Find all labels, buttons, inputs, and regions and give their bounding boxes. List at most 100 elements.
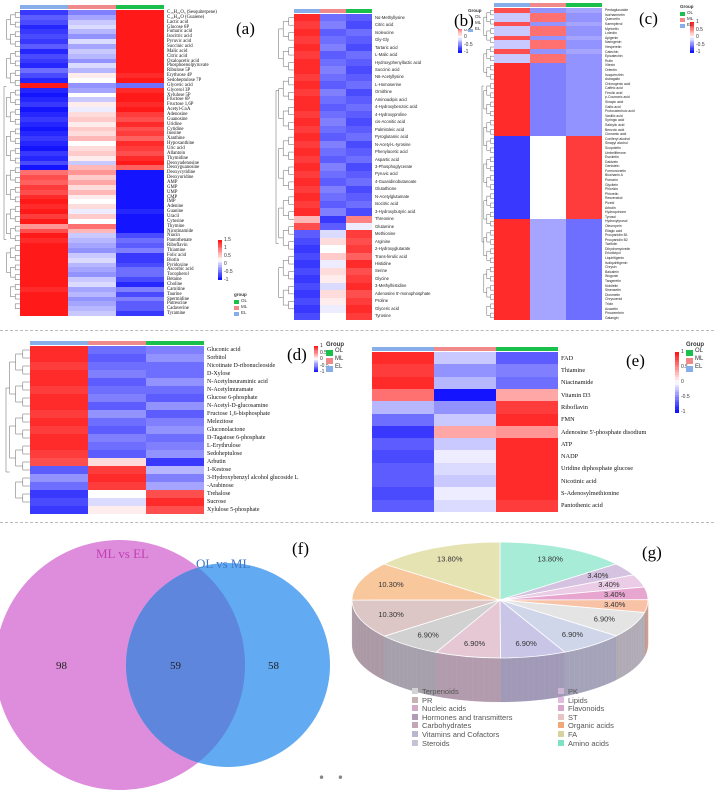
colorbar-segment <box>690 35 694 38</box>
colorbar-tick-label: 1 <box>224 245 227 251</box>
heatmap-cell <box>346 43 373 52</box>
heatmap-cell <box>30 394 89 403</box>
heatmap-cell <box>30 386 89 395</box>
heatmap-cell <box>320 118 347 127</box>
row-label: Tyramine <box>167 311 186 317</box>
heatmap-cell <box>20 262 69 268</box>
heatmap-cell <box>372 499 435 513</box>
heatmap-cell <box>372 401 435 414</box>
colorbar-segment <box>314 369 318 372</box>
heatmap-cell <box>320 200 347 209</box>
row-label: Isorhamnetin <box>605 12 625 17</box>
row-label: Procyanidin B2 <box>605 237 628 242</box>
heatmap-cell <box>566 131 603 137</box>
heatmap-cell <box>494 104 531 110</box>
colorbar-segment <box>690 29 694 32</box>
panel-label-g: (g) <box>642 543 662 562</box>
heatmap-cell <box>494 209 531 215</box>
heatmap-cell <box>68 296 117 302</box>
heatmap-cell <box>20 228 69 234</box>
pie-panel-g: 13.80% 3.40% 3.40% 3.40% 3.40% 6.90% 6.90% 6.90… <box>340 530 714 770</box>
heatmap-cell <box>68 19 117 25</box>
heatmap-cell <box>566 17 603 23</box>
heatmap-cell <box>320 208 347 216</box>
group-bar <box>372 347 434 351</box>
heatmap-cell <box>88 346 147 355</box>
venn-label-ml-vs-el: ML vs EL <box>96 546 149 561</box>
heatmap-cell <box>116 223 165 229</box>
heatmap-cell <box>30 370 89 379</box>
row-label: Oleuropein <box>605 223 622 228</box>
heatmap-cell <box>494 8 531 13</box>
row-label: Vanillic acid <box>605 113 623 118</box>
colorbar-segment <box>218 275 222 278</box>
heatmap-cell <box>30 482 89 491</box>
heatmap-cell <box>88 474 147 483</box>
colorbar-tick-label: -1 <box>464 49 469 55</box>
heatmap-cell <box>346 305 373 313</box>
heatmap-cell <box>494 228 531 234</box>
heatmap-cell <box>494 131 531 137</box>
heatmap-cell <box>566 274 603 279</box>
row-label: Xylulose 5P <box>167 92 191 98</box>
legend-group-label: ML <box>335 356 344 362</box>
row-label: Carnitine <box>167 286 185 292</box>
heatmap-cell <box>294 305 321 313</box>
legend-group-swatch <box>234 312 239 316</box>
row-label: Ferulic acid <box>605 90 623 95</box>
heatmap-cell <box>566 49 603 55</box>
row-label: CMP <box>167 194 178 200</box>
heatmap-cell <box>566 118 603 123</box>
colorbar-segment <box>675 359 679 363</box>
row-label: Luteolin <box>605 31 617 36</box>
heatmap-cell <box>30 434 89 443</box>
legend-group-swatch <box>686 358 693 364</box>
panel-label-f: (f) <box>292 539 309 558</box>
heatmap-cell <box>530 264 567 270</box>
heatmap-cell <box>20 121 69 127</box>
colorbar-segment <box>675 367 679 370</box>
heatmap-cell <box>494 44 531 50</box>
legend-group-label: OL <box>695 348 704 354</box>
heatmap-panel-c: Pentaglucoside Isorhamnetin Quercetin Kaemp… <box>480 0 714 324</box>
heatmap-cell <box>494 63 531 68</box>
heatmap-cell <box>320 21 347 30</box>
heatmap-cell <box>146 482 205 491</box>
row-label: Inosine <box>167 131 182 137</box>
row-label: Piceid <box>605 201 615 205</box>
heatmap-cell <box>146 474 205 483</box>
heatmap-cell <box>346 51 373 60</box>
row-label: Taurine <box>167 291 182 297</box>
row-label: Chrysin <box>605 265 617 270</box>
heatmap-cell <box>20 150 69 156</box>
heatmap-cell <box>494 246 531 252</box>
heatmap-cell <box>20 223 69 229</box>
heatmap-cell <box>566 76 603 82</box>
heatmap-cell <box>494 99 531 105</box>
heatmap-cell <box>566 53 603 59</box>
colorbar-tick-label: -1 <box>681 409 686 415</box>
row-label: Pyroglutamic acid <box>375 134 409 140</box>
heatmap-cell <box>566 86 603 91</box>
heatmap-cell <box>346 88 373 97</box>
row-label: 3-Methylhistidine <box>375 283 407 289</box>
heatmap-cell <box>294 252 321 261</box>
heatmap-cell <box>530 209 567 215</box>
row-label: Fructose 1,6-bisphosphate <box>207 410 270 417</box>
heatmap-cell <box>530 58 567 64</box>
heatmap-cell <box>320 51 347 60</box>
colorbar-tick-label: 1 <box>696 19 699 25</box>
venn-count-intersection: 59 <box>170 660 181 672</box>
heatmap-cell <box>566 306 603 312</box>
heatmap-cell <box>494 81 531 87</box>
heatmap-cell <box>530 223 567 229</box>
legend-label: Terpenoids <box>422 687 459 696</box>
row-label: Methionine <box>375 231 396 237</box>
row-label: C₁₅H₂₂O₃ (Sesquiterpene) <box>167 9 217 15</box>
heatmap-cell <box>30 466 89 475</box>
heatmap-cell <box>494 297 531 302</box>
colorbar-segment <box>458 42 462 44</box>
row-label: Aspartic acid <box>375 156 399 162</box>
heatmap-cell <box>116 39 165 45</box>
heatmap-cell <box>30 498 89 507</box>
